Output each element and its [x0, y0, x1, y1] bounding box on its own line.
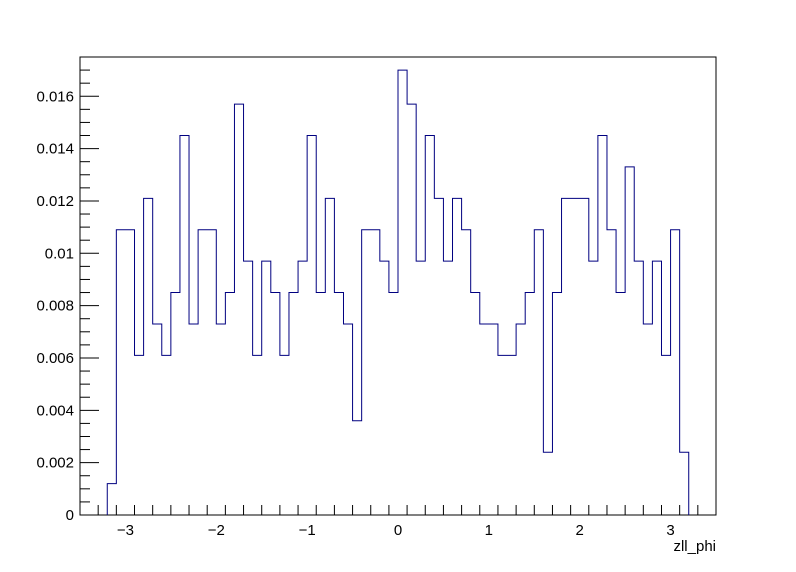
x-axis-label: zll_phi — [673, 538, 716, 555]
histogram-bin — [643, 324, 652, 515]
histogram-bin — [343, 324, 352, 515]
histogram-bin — [652, 261, 661, 515]
histogram-bin — [525, 293, 534, 515]
x-tick-label: −2 — [208, 522, 225, 539]
histogram-bin — [380, 261, 389, 515]
histogram-bin — [316, 293, 325, 515]
x-tick-label: 3 — [666, 522, 674, 539]
histogram-bin — [353, 421, 362, 515]
histogram-bin — [162, 355, 171, 515]
x-tick-label: −1 — [299, 522, 316, 539]
histogram-bin — [480, 324, 489, 515]
histogram-bin — [434, 198, 443, 515]
plot-frame — [79, 56, 717, 516]
histogram-bin — [371, 230, 380, 515]
histogram-bin — [262, 261, 271, 515]
histogram-bin — [634, 261, 643, 515]
histogram-bin — [189, 324, 198, 515]
histogram-bin — [207, 230, 216, 515]
y-tick-label: 0.01 — [45, 245, 74, 262]
histogram-bin — [280, 355, 289, 515]
y-tick-label: 0.008 — [36, 298, 74, 315]
histogram-bin — [153, 324, 162, 515]
histogram-bin — [516, 324, 525, 515]
x-tick-label: −3 — [117, 522, 134, 539]
histogram-bin — [307, 136, 316, 515]
histogram-bin — [489, 324, 498, 515]
histogram-bin — [425, 136, 434, 515]
histogram-bin — [253, 355, 262, 515]
histogram-bin — [589, 261, 598, 515]
histogram-bin — [507, 355, 516, 515]
histogram-bin — [107, 484, 116, 515]
histogram-bin — [598, 136, 607, 515]
histogram-bin — [225, 293, 234, 515]
histogram-bin — [171, 293, 180, 515]
histogram-bin — [453, 198, 462, 515]
histogram-bin — [625, 167, 634, 515]
histogram-bin — [534, 230, 543, 515]
histogram-bin — [562, 198, 571, 515]
y-tick-label: 0.006 — [36, 350, 74, 367]
histogram-bin — [389, 293, 398, 515]
y-axis-ticks: 0 0.002 0.004 0.006 0.008 0.01 0.012 0.014 0.016 — [36, 56, 99, 524]
histogram-bin — [616, 293, 625, 515]
histogram-bin — [543, 452, 552, 515]
y-tick-label: 0.004 — [36, 402, 74, 419]
histogram-bin — [671, 230, 680, 515]
y-tick-label: 0.002 — [36, 455, 74, 472]
histogram-line — [106, 69, 690, 515]
histogram-bin — [661, 355, 670, 515]
histogram-bin — [462, 230, 471, 515]
histogram-bin — [216, 324, 225, 515]
histogram-bin — [298, 261, 307, 515]
y-tick-label: 0.016 — [36, 88, 74, 105]
x-tick-label: 2 — [576, 522, 584, 539]
histogram-bin — [607, 230, 616, 515]
histogram-bin — [198, 230, 207, 515]
histogram-bin — [362, 230, 371, 515]
histogram-bin — [180, 136, 189, 515]
histogram-bin — [116, 230, 125, 515]
histogram-bin — [334, 293, 343, 515]
histogram-bin — [289, 293, 298, 515]
histogram-bin — [443, 261, 452, 515]
histogram-bin — [144, 198, 153, 515]
histogram-bin — [580, 198, 589, 515]
x-tick-label: 0 — [394, 522, 402, 539]
histogram-bin — [325, 198, 334, 515]
histogram-bin — [571, 198, 580, 515]
x-tick-label: 1 — [485, 522, 493, 539]
histogram-bin — [398, 70, 407, 515]
histogram-bin — [416, 261, 425, 515]
histogram-bin — [125, 230, 134, 515]
histogram-bin — [244, 261, 253, 515]
y-tick-label: 0.014 — [36, 141, 74, 158]
y-tick-label: 0 — [66, 507, 74, 524]
histogram-bin — [552, 293, 561, 515]
histogram-bin — [498, 355, 507, 515]
histogram-bin — [407, 104, 416, 515]
histogram-bin — [234, 104, 243, 515]
y-tick-label: 0.012 — [36, 193, 74, 210]
histogram-bin — [135, 355, 144, 515]
x-axis-ticks: −3 −2 −1 0 1 2 3 — [79, 505, 717, 539]
histogram-bin — [271, 293, 280, 515]
histogram-bin — [471, 293, 480, 515]
histogram-bin — [680, 452, 689, 515]
